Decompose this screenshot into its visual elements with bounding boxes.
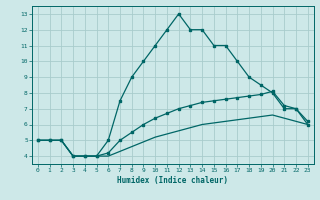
X-axis label: Humidex (Indice chaleur): Humidex (Indice chaleur) xyxy=(117,176,228,185)
